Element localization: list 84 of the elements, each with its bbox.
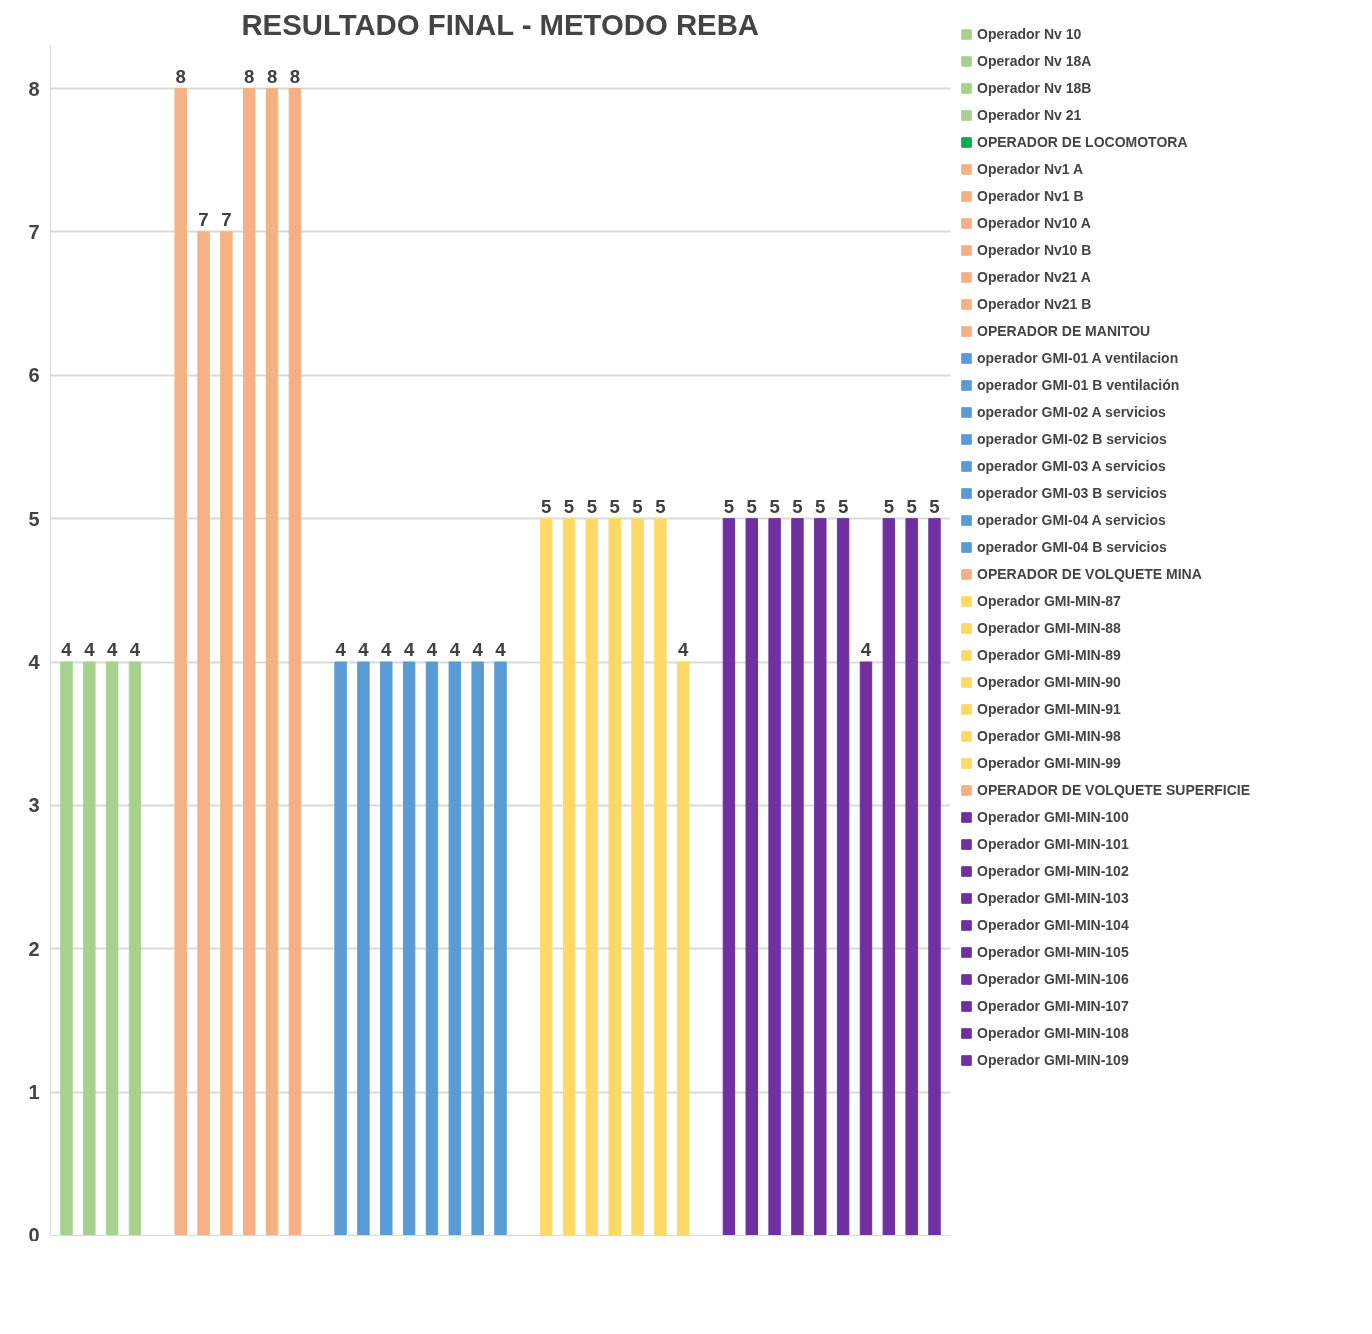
legend-label: Operador Nv1 B [977,188,1084,205]
legend-label: Operador GMI-MIN-107 [977,998,1129,1015]
legend-label: Operador GMI-MIN-101 [977,836,1129,853]
legend-label: Operador GMI-MIN-99 [977,755,1121,772]
data-label: 4 [678,639,690,661]
legend-label: Operador Nv21 B [977,296,1092,313]
legend-label: operador GMI-03 B servicios [977,485,1167,502]
y-tick-label: 2 [28,937,40,960]
legend-label: Operador GMI-MIN-109 [977,1052,1129,1069]
data-label: 5 [541,495,552,517]
legend-label: OPERADOR DE VOLQUETE SUPERFICIE [977,782,1251,799]
data-label: 4 [403,639,415,661]
data-label: 8 [289,65,301,87]
data-label: 5 [906,495,917,517]
legend-label: Operador GMI-MIN-89 [977,647,1121,664]
legend-label: Operador GMI-MIN-87 [977,593,1121,610]
data-label: 5 [837,495,849,517]
legend-label: OPERADOR DE VOLQUETE MINA [977,566,1202,583]
data-label: 4 [381,639,393,661]
legend-label: Operador Nv 21 [977,107,1082,124]
data-label: 4 [449,639,461,661]
data-label: 4 [358,639,370,661]
data-label: 8 [244,65,255,87]
chart-title: RESULTADO FINAL - METODO REBA [241,7,760,41]
legend-label: Operador GMI-MIN-106 [977,971,1129,988]
data-label: 5 [586,495,598,517]
legend-label: Operador Nv10 B [977,242,1092,259]
data-label: 5 [769,495,780,517]
legend-label: Operador GMI-MIN-105 [977,944,1129,961]
legend-label: operador GMI-01 A ventilacion [977,350,1179,367]
legend-label: Operador GMI-MIN-104 [977,917,1129,934]
legend-label: operador GMI-02 A servicios [977,404,1166,421]
legend-label: Operador Nv 10 [977,26,1082,43]
legend-label: Operador GMI-MIN-108 [977,1025,1129,1042]
data-label: 5 [815,495,826,517]
legend-label: operador GMI-04 B servicios [977,539,1167,556]
y-tick-label: 0 [28,1223,40,1246]
legend-label: Operador Nv 18A [977,53,1092,70]
legend-label: operador GMI-04 A servicios [977,512,1166,529]
data-label: 7 [221,208,232,230]
legend-label: operador GMI-03 A servicios [977,458,1166,475]
data-label: 4 [495,639,507,661]
y-tick-label: 6 [28,364,40,387]
legend-label: Operador GMI-MIN-88 [977,620,1121,637]
y-tick-label: 8 [28,77,40,100]
data-label: 8 [175,65,186,87]
data-label: 5 [563,495,575,517]
data-label: 4 [129,639,141,661]
data-label: 4 [335,639,347,661]
data-label: 4 [472,639,484,661]
legend-label: OPERADOR DE LOCOMOTORA [977,134,1188,151]
y-tick-label: 7 [28,220,40,243]
legend-label: operador GMI-01 B ventilación [977,377,1180,394]
data-label: 4 [860,639,872,661]
legend-label: Operador GMI-MIN-98 [977,728,1121,745]
data-label: 5 [792,495,803,517]
y-tick-label: 3 [28,794,40,817]
data-label: 5 [655,495,666,517]
legend-label: Operador GMI-MIN-100 [977,809,1129,826]
legend-label: Operador GMI-MIN-103 [977,890,1129,907]
data-label: 7 [198,208,209,230]
y-tick-label: 1 [28,1081,40,1104]
legend-label: Operador Nv21 A [977,269,1091,286]
data-label: 5 [632,495,643,517]
y-tick-label: 5 [28,507,40,530]
legend-label: Operador Nv1 A [977,161,1084,178]
y-tick-label: 4 [28,651,41,674]
legend-label: Operador GMI-MIN-91 [977,701,1121,718]
legend-label: Operador Nv 18B [977,80,1092,97]
data-label: 5 [883,495,895,517]
legend-label: OPERADOR DE MANITOU [977,323,1151,340]
legend-label: operador GMI-02 B servicios [977,431,1167,448]
legend-label: Operador GMI-MIN-90 [977,674,1121,691]
data-label: 4 [84,639,96,661]
legend-label: Operador Nv10 A [977,215,1091,232]
data-label: 5 [929,495,940,517]
data-label: 4 [426,639,438,661]
data-label: 4 [61,639,73,661]
data-label: 4 [106,639,118,661]
legend-label: Operador GMI-MIN-102 [977,863,1129,880]
data-label: 8 [266,65,278,87]
data-label: 5 [723,495,735,517]
data-label: 5 [746,495,757,517]
data-label: 5 [609,495,620,517]
